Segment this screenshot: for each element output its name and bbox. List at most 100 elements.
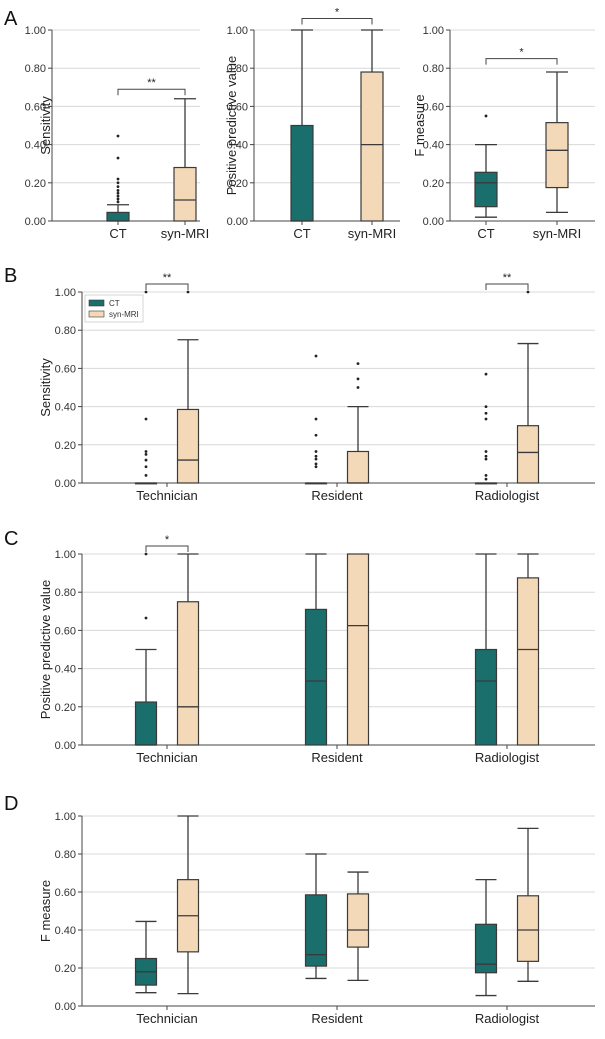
panel-A-3: 0.00 0.20 0.40 0.60 0.80 1.00 F measure CT syn-M… (412, 25, 595, 241)
y-tick-label: 0.60 (55, 363, 76, 375)
significance-label: ** (163, 272, 172, 284)
box (304, 894, 328, 967)
y-tick-label: 0.20 (55, 440, 76, 452)
legend-swatch (88, 299, 105, 307)
y-tick-label: 1.00 (227, 25, 248, 37)
box-syn-MRI-Technician (176, 815, 200, 995)
box-CT-Resident (304, 354, 328, 485)
y-tick-label: 0.40 (55, 925, 76, 937)
y-tick-label: 0.00 (55, 740, 76, 752)
legend-frame (84, 294, 144, 323)
legend-label: syn-MRI (109, 310, 139, 319)
y-axis-label: Sensitivity (38, 96, 53, 155)
outlier-point (484, 405, 488, 408)
x-tick-label: Technician (136, 488, 197, 503)
y-tick-label: 0.20 (55, 963, 76, 975)
outlier-point (314, 462, 318, 466)
significance-label: * (335, 7, 340, 19)
outlier-point (484, 417, 488, 421)
outlier-point (356, 362, 360, 366)
outlier-point (116, 191, 120, 195)
box-CT (290, 29, 314, 222)
x-tick-label: Resident (311, 1011, 363, 1026)
significance-label: * (519, 47, 524, 59)
box-CT-Technician (134, 552, 158, 746)
significance-bracket (485, 283, 529, 290)
outlier-point (116, 181, 120, 185)
box-CT-Radiologist (474, 553, 498, 746)
y-tick-label: 0.40 (227, 140, 248, 152)
box-CT-Technician (134, 920, 158, 994)
box (346, 450, 370, 484)
outlier-point (484, 450, 488, 453)
x-tick-label: Resident (311, 488, 363, 503)
outlier-point (116, 200, 120, 204)
y-tick-label: 0.60 (423, 101, 444, 113)
box-syn-MRI (545, 71, 569, 214)
outlier-point (186, 290, 190, 294)
box (134, 701, 158, 746)
y-tick-label: 0.80 (55, 587, 76, 599)
outlier-point (314, 457, 318, 461)
y-tick-label: 0.60 (25, 101, 46, 113)
box-syn-MRI-Resident (346, 553, 370, 746)
y-tick-label: 0.80 (55, 325, 76, 337)
y-tick-label: 0.00 (55, 478, 76, 490)
outlier-point (116, 134, 120, 138)
outlier-point (144, 458, 148, 462)
box-syn-MRI-Radiologist (516, 553, 540, 746)
panel-A-1: A 0.00 0.20 0.40 0.60 0.80 1.00 Sensitivity CT sy… (4, 8, 209, 241)
significance-bracket (485, 58, 558, 65)
y-tick-label: 1.00 (423, 25, 444, 37)
outlier-point (144, 290, 148, 294)
outlier-point (484, 114, 488, 118)
x-tick-label: Radiologist (475, 1011, 540, 1026)
x-tick-label: CT (109, 226, 126, 241)
outlier-point (484, 372, 488, 376)
outlier-point (314, 417, 318, 421)
x-tick-label: Technician (136, 1011, 197, 1026)
box-syn-MRI-Technician (176, 553, 200, 746)
y-tick-label: 0.40 (25, 140, 46, 152)
panel-label: B (4, 265, 17, 287)
significance-bracket (117, 88, 186, 96)
outlier-point (144, 417, 148, 421)
y-tick-label: 0.40 (55, 664, 76, 676)
outlier-point (116, 189, 120, 192)
box (304, 608, 328, 746)
box (474, 923, 498, 974)
outlier-point (116, 197, 120, 201)
outlier-point (484, 457, 488, 461)
outlier-point (144, 616, 148, 620)
box-CT-Technician (134, 290, 158, 485)
outlier-point (356, 386, 360, 389)
x-tick-label: syn-MRI (348, 226, 396, 241)
outlier-point (484, 454, 488, 458)
box-syn-MRI (173, 98, 197, 222)
y-tick-label: 0.00 (55, 1001, 76, 1013)
y-tick-label: 0.40 (55, 402, 76, 414)
y-tick-label: 1.00 (55, 549, 76, 561)
box-CT (106, 134, 130, 222)
x-tick-label: CT (293, 226, 310, 241)
y-tick-label: 0.20 (227, 178, 248, 190)
box-CT-Resident (304, 553, 328, 746)
outlier-point (314, 354, 318, 358)
panel-B: B 0.00 0.20 0.40 0.60 0.80 1.00 Sensitivity Tech… (4, 265, 595, 503)
outlier-point (116, 194, 120, 198)
outlier-point (144, 473, 148, 477)
y-tick-label: 0.80 (227, 63, 248, 75)
panel-C: C 0.00 0.20 0.40 0.60 0.80 1.00 Positive predic… (4, 528, 595, 765)
outlier-point (116, 185, 120, 189)
box-CT-Radiologist (474, 372, 498, 485)
y-tick-label: 1.00 (55, 811, 76, 823)
outlier-point (144, 465, 148, 469)
x-tick-label: Radiologist (475, 750, 540, 765)
x-tick-label: Radiologist (475, 488, 540, 503)
panel-D: D 0.00 0.20 0.40 0.60 0.80 1.00 F measure Techni… (4, 793, 595, 1026)
outlier-point (116, 177, 120, 181)
box-syn-MRI (360, 29, 384, 222)
y-tick-label: 0.80 (55, 849, 76, 861)
outlier-point (526, 290, 530, 294)
y-axis-label: F measure (412, 94, 427, 156)
